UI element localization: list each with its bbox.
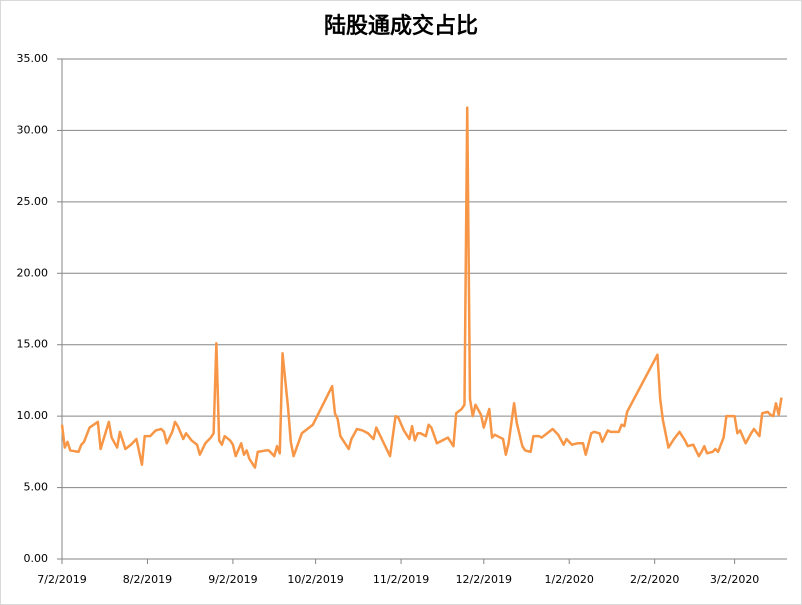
y-tick-label: 35.00 xyxy=(17,52,49,65)
x-tick-label: 8/2/2019 xyxy=(123,573,172,586)
x-tick-label: 3/2/2020 xyxy=(710,573,759,586)
x-tick-label: 10/2/2019 xyxy=(287,573,343,586)
x-tick-label: 1/2/2020 xyxy=(545,573,594,586)
x-tick-label: 12/2/2019 xyxy=(456,573,512,586)
chart-title: 陆股通成交占比 xyxy=(324,13,478,39)
x-tick-label: 11/2/2019 xyxy=(373,573,429,586)
x-tick-label: 7/2/2019 xyxy=(37,573,86,586)
y-tick-label: 30.00 xyxy=(17,123,49,136)
x-tick-label: 9/2/2019 xyxy=(208,573,257,586)
y-tick-label: 25.00 xyxy=(17,195,49,208)
x-tick-label: 2/2/2020 xyxy=(630,573,679,586)
y-tick-label: 15.00 xyxy=(17,338,49,351)
y-tick-label: 10.00 xyxy=(17,409,49,422)
y-tick-label: 5.00 xyxy=(24,481,49,494)
y-tick-label: 0.00 xyxy=(24,552,49,565)
data-line xyxy=(60,106,783,469)
y-tick-label: 20.00 xyxy=(17,266,49,279)
